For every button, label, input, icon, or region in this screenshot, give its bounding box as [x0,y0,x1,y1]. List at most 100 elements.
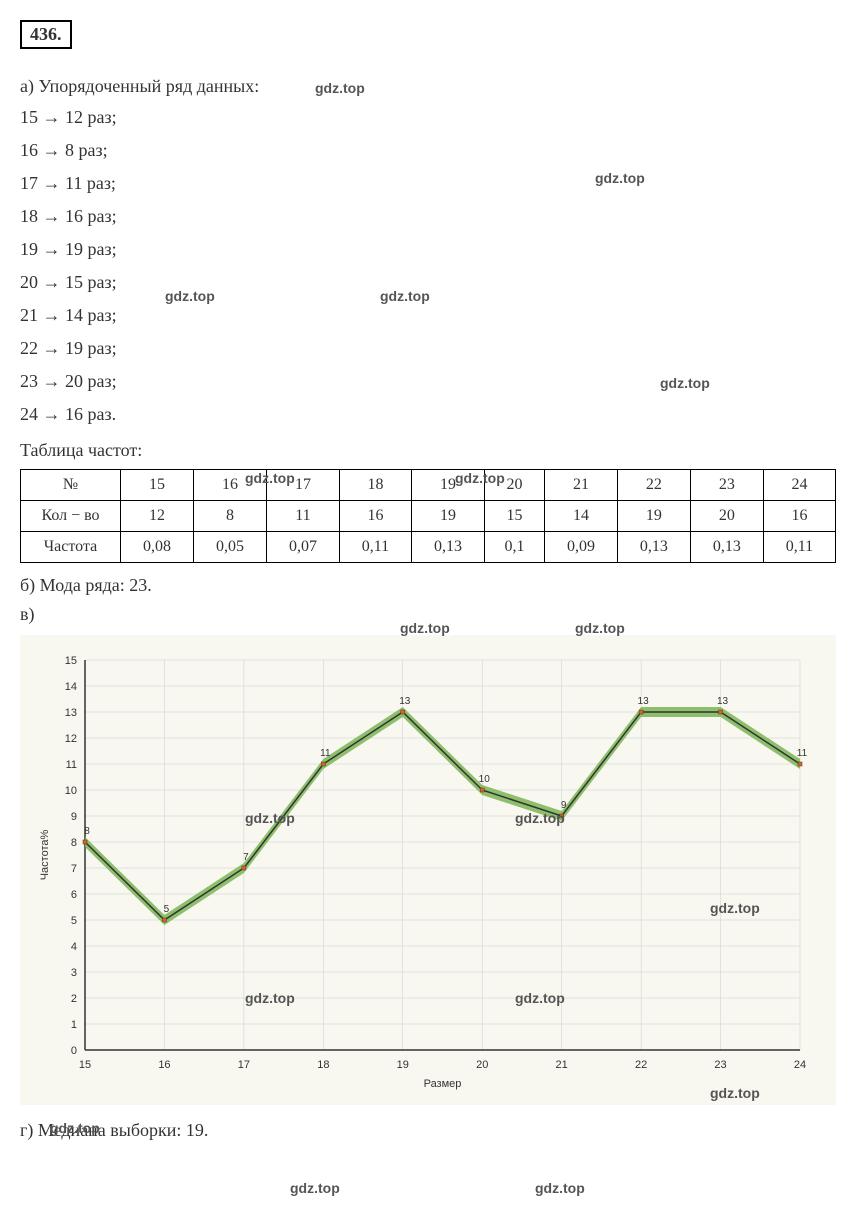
data-row: 24 → 16 раз. [20,404,836,425]
table-cell: 20 [690,501,763,532]
table-cell: № [21,470,121,501]
watermark-text: gdz.top [710,900,760,916]
table-cell: 19 [411,501,484,532]
svg-text:Размер: Размер [424,1078,462,1090]
table-cell: Частота [21,532,121,563]
svg-text:11: 11 [320,748,331,759]
svg-text:9: 9 [71,811,77,823]
table-cell: 23 [690,470,763,501]
watermark-text: gdz.top [535,1180,585,1196]
svg-text:18: 18 [317,1059,329,1071]
data-list: 15 → 12 раз; 16 → 8 раз; 17 → 11 раз; 18… [20,107,836,425]
svg-text:11: 11 [66,759,77,771]
section-a-label: а) Упорядоченный ряд данных: [20,76,836,97]
table-cell: 0,08 [121,532,194,563]
page-container: 436. а) Упорядоченный ряд данных: 15 → 1… [20,20,836,1141]
svg-text:24: 24 [794,1059,806,1071]
watermark-text: gdz.top [710,1085,760,1101]
table-count-row: Кол − во 12 8 11 16 19 15 14 19 20 16 [21,501,836,532]
watermark-text: gdz.top [245,990,295,1006]
section-g-label: г) Медиана выборки: 19. [20,1120,836,1141]
table-cell: 0,05 [193,532,266,563]
svg-text:11: 11 [797,748,808,759]
chart-container: 0123456789101112131415151617181920212223… [20,635,836,1105]
data-row: 21 → 14 раз; [20,305,836,326]
table-cell: 22 [617,470,690,501]
svg-text:0: 0 [71,1045,77,1057]
watermark-text: gdz.top [245,810,295,826]
frequency-table: № 15 16 17 18 19 20 21 22 23 24 Кол − во… [20,469,836,563]
watermark-text: gdz.top [455,470,505,486]
table-cell: 12 [121,501,194,532]
svg-text:5: 5 [71,915,77,927]
table-cell: 0,13 [411,532,484,563]
watermark-text: gdz.top [245,470,295,486]
svg-text:21: 21 [556,1059,568,1071]
svg-text:23: 23 [714,1059,726,1071]
watermark-text: gdz.top [50,1120,100,1136]
svg-text:8: 8 [84,826,90,837]
svg-text:13: 13 [638,696,650,707]
svg-text:10: 10 [65,785,77,797]
watermark-text: gdz.top [380,288,430,304]
svg-text:22: 22 [635,1059,647,1071]
data-row: 19 → 19 раз; [20,239,836,260]
svg-text:7: 7 [243,852,249,863]
svg-text:2: 2 [71,993,77,1005]
watermark-text: gdz.top [400,620,450,636]
data-row: 23 → 20 раз; [20,371,836,392]
data-row: 16 → 8 раз; [20,140,836,161]
table-cell: 18 [339,470,411,501]
table-cell: 15 [121,470,194,501]
svg-text:8: 8 [71,837,77,849]
table-header-row: № 15 16 17 18 19 20 21 22 23 24 [21,470,836,501]
table-cell: 15 [484,501,544,532]
svg-text:3: 3 [71,967,77,979]
svg-text:19: 19 [397,1059,409,1071]
table-cell: 21 [544,470,617,501]
svg-text:14: 14 [65,681,77,693]
svg-text:5: 5 [164,904,170,915]
table-freq-row: Частота 0,08 0,05 0,07 0,11 0,13 0,1 0,0… [21,532,836,563]
watermark-text: gdz.top [595,170,645,186]
watermark-text: gdz.top [165,288,215,304]
table-cell: 19 [617,501,690,532]
table-cell: 8 [193,501,266,532]
svg-text:17: 17 [238,1059,250,1071]
svg-text:10: 10 [479,774,491,785]
table-cell: 11 [266,501,339,532]
svg-text:Частота%: Частота% [39,830,51,881]
task-number: 436 [30,24,57,44]
svg-text:1: 1 [71,1019,77,1031]
table-cell: 0,13 [617,532,690,563]
task-number-box: 436. [20,20,72,49]
table-cell: 0,11 [339,532,411,563]
table-cell: 0,11 [763,532,835,563]
table-cell: 16 [763,501,835,532]
svg-text:13: 13 [65,707,77,719]
table-cell: 0,1 [484,532,544,563]
svg-text:15: 15 [65,655,77,667]
svg-text:16: 16 [158,1059,170,1071]
table-cell: 14 [544,501,617,532]
table-cell: 0,07 [266,532,339,563]
data-row: 18 → 16 раз; [20,206,836,227]
svg-text:13: 13 [717,696,729,707]
svg-text:13: 13 [399,696,411,707]
table-cell: 0,13 [690,532,763,563]
watermark-text: gdz.top [515,990,565,1006]
svg-text:7: 7 [71,863,77,875]
svg-text:6: 6 [71,889,77,901]
table-cell: 0,09 [544,532,617,563]
svg-text:12: 12 [65,733,77,745]
data-row: 22 → 19 раз; [20,338,836,359]
watermark-text: gdz.top [575,620,625,636]
table-cell: 16 [339,501,411,532]
data-row: 17 → 11 раз; [20,173,836,194]
table-cell: 24 [763,470,835,501]
section-b-label: б) Мода ряда: 23. [20,575,836,596]
frequency-chart: 0123456789101112131415151617181920212223… [30,645,820,1095]
svg-text:15: 15 [79,1059,91,1071]
watermark-text: gdz.top [290,1180,340,1196]
watermark-text: gdz.top [660,375,710,391]
